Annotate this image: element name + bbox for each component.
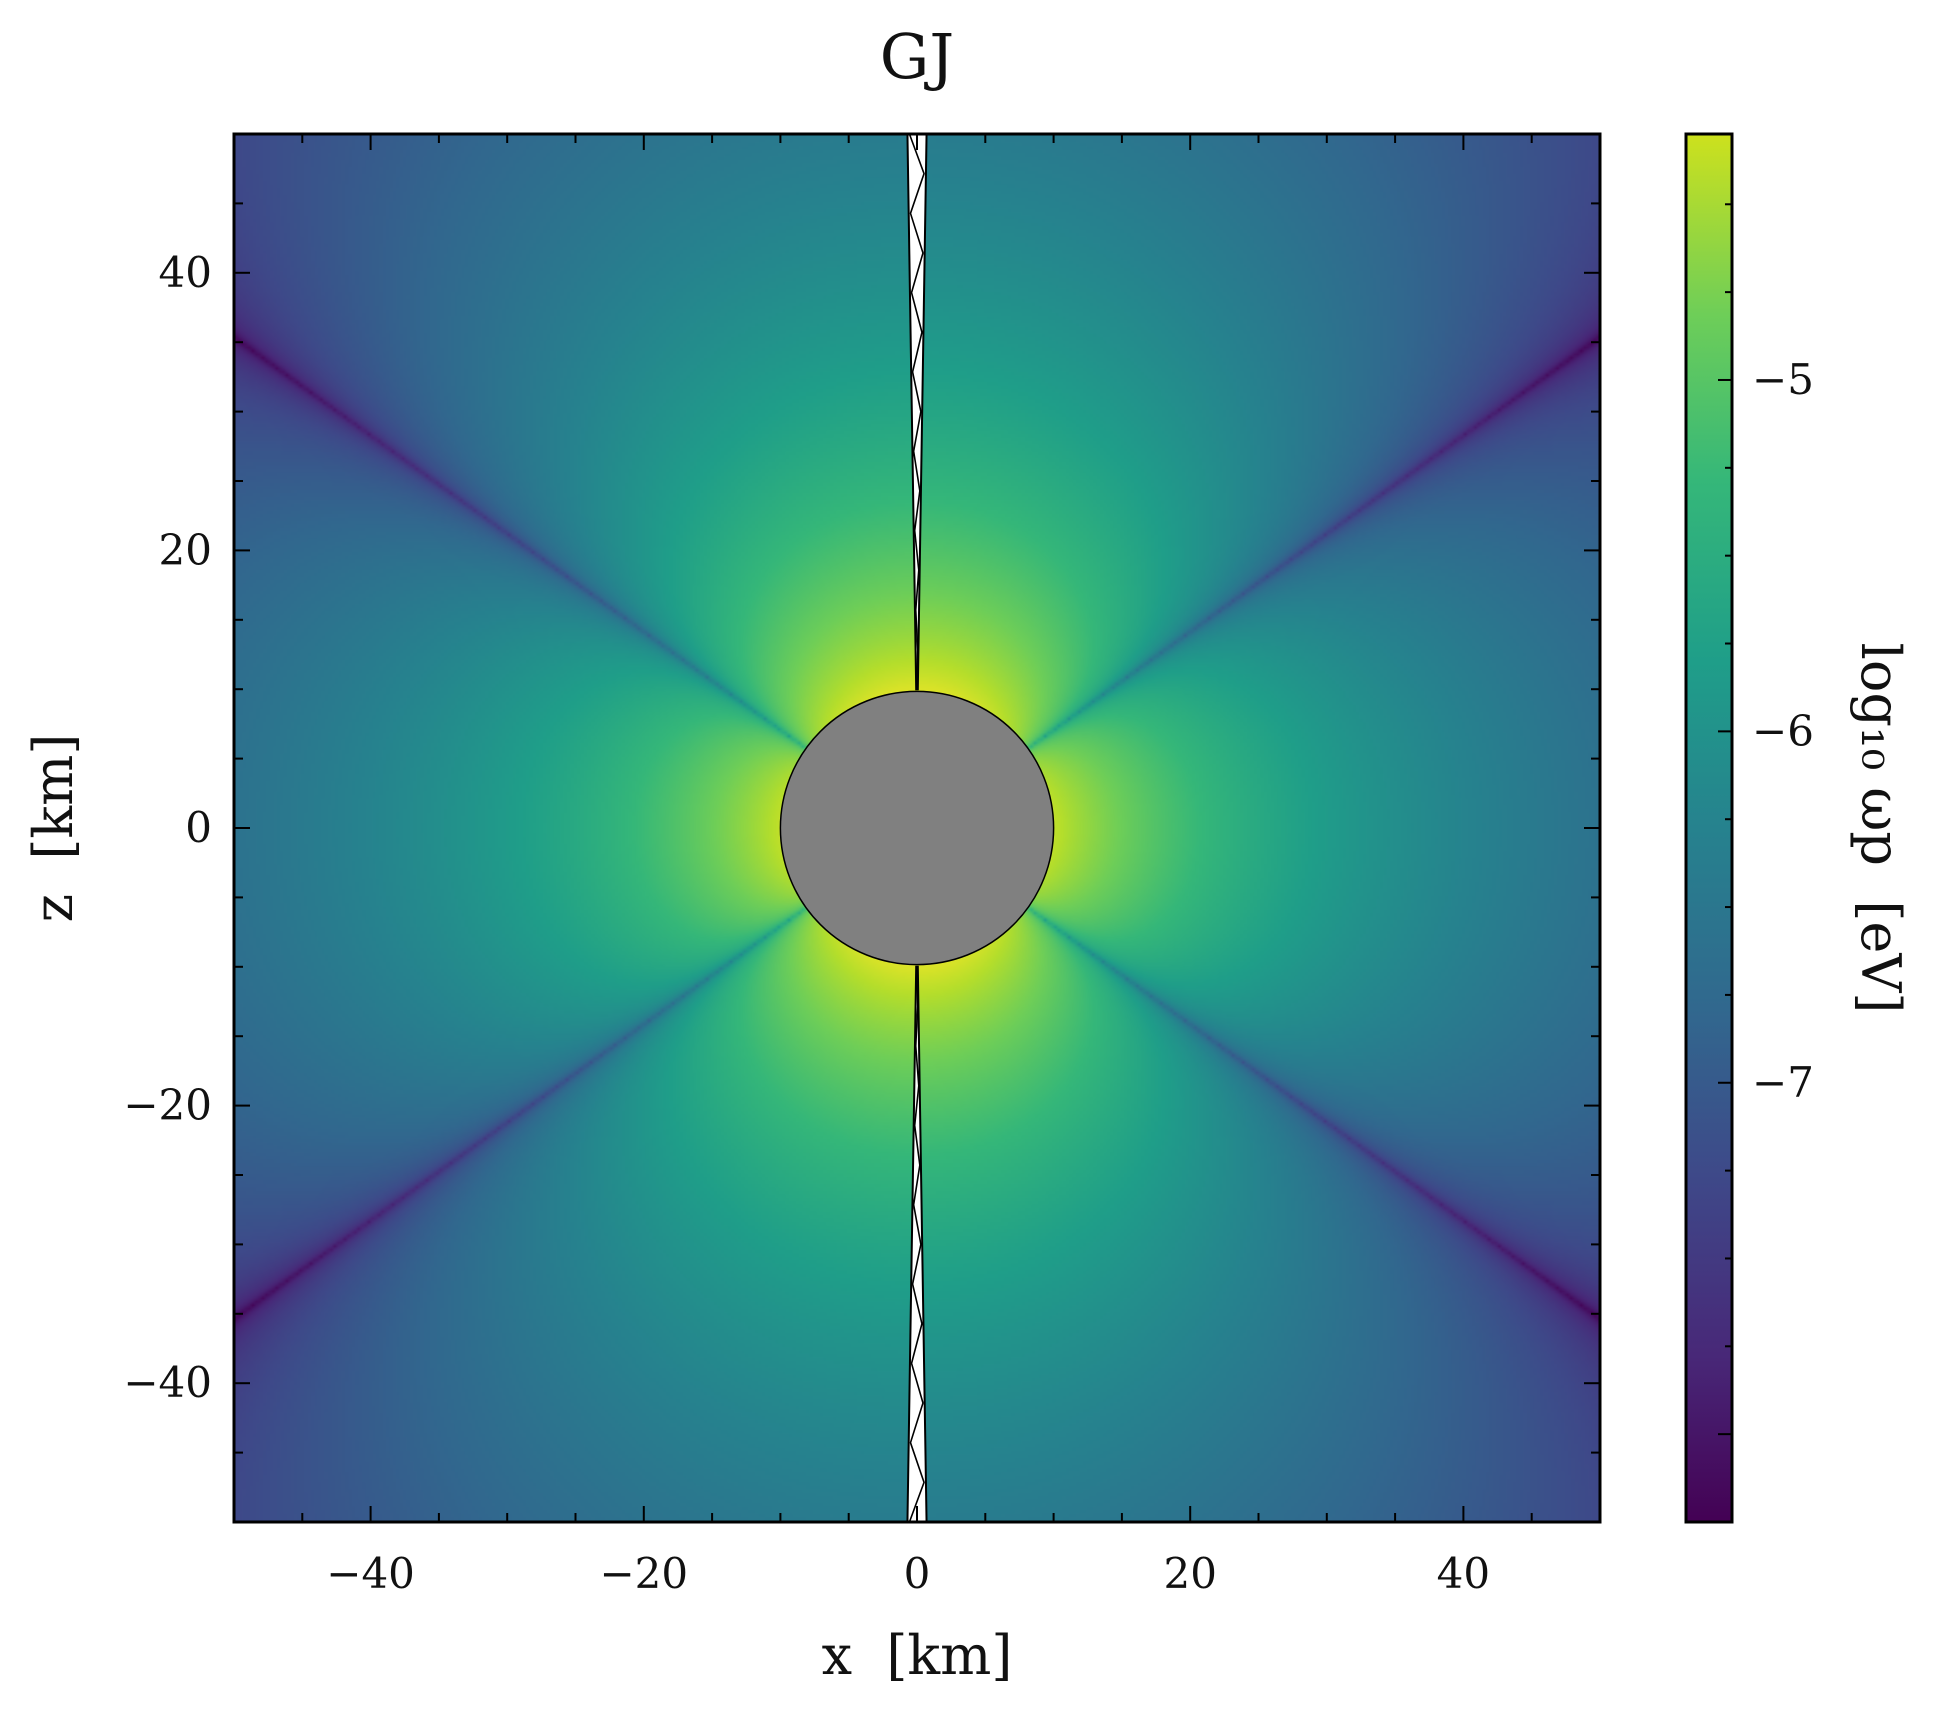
colorbar-bar (1684, 132, 1734, 1524)
chart-title: GJ (880, 20, 954, 93)
y-tick-label: 0 (185, 803, 212, 852)
y-tick-label: −20 (123, 1081, 212, 1130)
colorbar-tick-label: −7 (1752, 1058, 1814, 1107)
polar-gap-wedge (906, 134, 928, 691)
x-tick-label: 40 (1437, 1549, 1490, 1598)
polar-gap-zigzag (908, 966, 925, 1522)
y-tick-label: 40 (159, 248, 212, 297)
x-tick-label: 20 (1163, 1549, 1216, 1598)
x-axis-label: x [km] (822, 1624, 1013, 1687)
polar-gap-wedge (906, 965, 928, 1522)
neutron-star-disk (779, 690, 1055, 966)
x-tick-label: −20 (599, 1549, 688, 1598)
y-axis-label: z [km] (22, 734, 85, 923)
polar-gap-hatch (906, 134, 928, 1522)
colorbar-label: log₁₀ ωp [eV] (1849, 643, 1912, 1014)
colorbar-tick-label: −5 (1752, 355, 1814, 404)
x-axis-ticks: −40 −20 0 20 40 (233, 134, 1601, 1598)
colorbar-ticks: −5 −6 −7 (1718, 203, 1814, 1436)
colorbar-tick-label: −6 (1752, 706, 1814, 755)
polar-gap-zigzag (908, 134, 925, 690)
y-axis-ticks: 40 20 0 −20 −40 (123, 133, 1600, 1523)
colorbar: −5 −6 −7 log₁₀ ωp [eV] (1684, 132, 1912, 1524)
x-tick-label: 0 (904, 1549, 931, 1598)
y-tick-label: −40 (123, 1358, 212, 1407)
x-tick-label: −40 (326, 1549, 415, 1598)
y-tick-label: 20 (159, 525, 212, 574)
plot-area (234, 134, 1600, 1522)
